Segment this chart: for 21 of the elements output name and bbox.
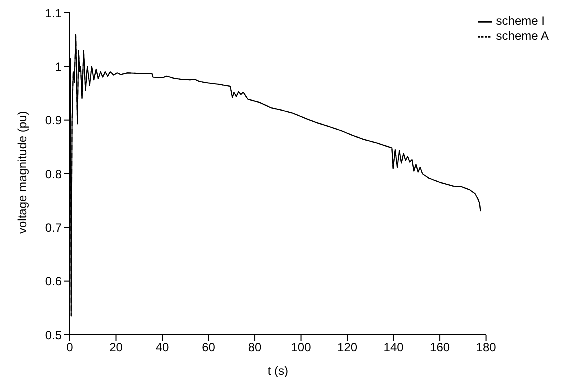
y-tick-label: 0.8 xyxy=(45,167,62,182)
y-tick-label: 1.1 xyxy=(45,6,62,20)
x-tick-label: 20 xyxy=(110,340,124,355)
x-tick-label: 80 xyxy=(248,340,262,355)
legend-label: scheme A xyxy=(496,28,549,43)
y-tick-label: 0.6 xyxy=(45,274,62,289)
x-tick-label: 40 xyxy=(156,340,170,355)
legend-label: scheme I xyxy=(496,14,545,28)
y-tick-label: 0.9 xyxy=(45,114,62,128)
y-tick-label: 0.5 xyxy=(45,328,62,342)
y-axis-title: voltage magnitude (pu) xyxy=(15,111,30,234)
x-tick-label: 120 xyxy=(338,340,358,355)
y-tick-label: 0.7 xyxy=(45,220,62,235)
x-tick-label: 100 xyxy=(291,340,312,355)
x-tick-label: 140 xyxy=(384,340,404,355)
y-tick-label: 1 xyxy=(55,60,62,74)
x-axis-title: t (s) xyxy=(268,364,288,378)
x-tick-label: 60 xyxy=(202,340,216,355)
x-tick-label: 0 xyxy=(66,340,74,355)
x-tick-label: 160 xyxy=(430,340,450,355)
x-tick-label: 180 xyxy=(476,340,497,355)
